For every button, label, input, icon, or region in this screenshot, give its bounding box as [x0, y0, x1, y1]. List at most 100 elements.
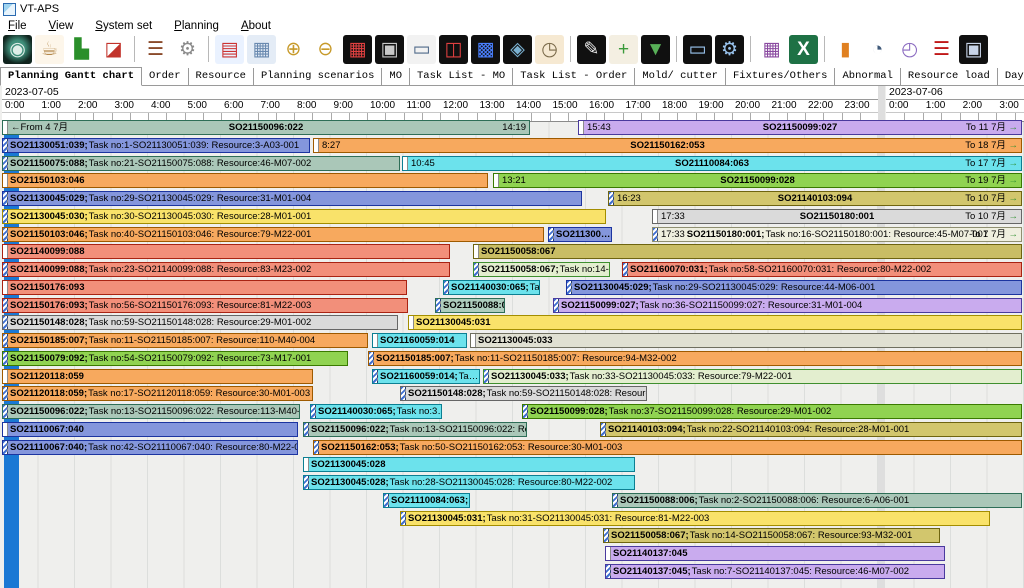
gantt-bar[interactable]: SO21150075:088; Task no:21-SO21150075:08…	[2, 156, 400, 171]
grid-lock-icon[interactable]: ▦	[757, 34, 786, 64]
compass-icon[interactable]: ◷	[535, 34, 564, 64]
gantt-bar[interactable]: SO21140137:045	[605, 546, 945, 561]
tab-order[interactable]: Order	[142, 68, 189, 85]
gantt-bar[interactable]: ←From 4 7月 SO21150096:022 14:19	[2, 120, 530, 135]
gantt-bar[interactable]: SO21150099:027; Task no:36-SO21150099:02…	[553, 298, 1022, 313]
gantt-bar[interactable]: SO21130051:039; Task no:1-SO21130051:039…	[2, 138, 310, 153]
server-stack-icon[interactable]: ☰	[927, 34, 956, 64]
gantt-bar[interactable]: SO21150096:022; Task no:13-SO21150096:02…	[303, 422, 527, 437]
menu-planning[interactable]: Planning	[174, 19, 219, 32]
gantt-bar[interactable]: SO21130045:028; Task no:28-SO21130045:02…	[303, 475, 635, 490]
calendar-icon[interactable]: ▦	[343, 34, 372, 64]
tab-task-list-order[interactable]: Task List - Order	[513, 68, 636, 85]
gantt-bar[interactable]: 8:27 SO21150162:053 To 18 7月 →	[313, 138, 1022, 153]
zoom-out-icon[interactable]: ⊖	[311, 34, 340, 64]
menu-about[interactable]: About	[240, 19, 271, 32]
gantt-bar[interactable]: SO21130045:030; Task no:30-SO21130045:03…	[2, 209, 606, 224]
gantt-bar[interactable]: SO21130045:031	[408, 315, 1022, 330]
grid-red-blue-icon[interactable]: ◫	[439, 34, 468, 64]
alarm-clock-icon[interactable]: ◔	[863, 34, 892, 64]
gantt-bar[interactable]: SO21110084:063; T…	[383, 493, 470, 508]
gantt-bar[interactable]: 13:21 SO21150099:028 To 19 7月 →	[493, 173, 1022, 188]
gantt-bar[interactable]: 15:43 SO21150099:027 To 11 7月 →	[578, 120, 1022, 135]
gantt-bar[interactable]: SO21150058:067; Task no:14-SO21…	[473, 262, 610, 277]
gantt-bar[interactable]: SO21150185:007; Task no:11-SO21150185:00…	[368, 351, 1022, 366]
gantt-bar[interactable]: SO21150148:028; Task no:59-SO21150148:02…	[2, 315, 398, 330]
menu-view[interactable]: View	[48, 19, 74, 32]
excel-icon[interactable]: X	[789, 34, 818, 64]
gears-icon[interactable]: ⚙	[173, 34, 202, 64]
gantt-bar[interactable]: SO21150103:046	[2, 173, 488, 188]
tab-planning-scenarios[interactable]: Planning scenarios	[254, 68, 383, 85]
gantt-bar[interactable]: SO21140137:045; Task no:7-SO21140137:045…	[605, 564, 945, 579]
tea-icon[interactable]: ☕	[35, 34, 64, 64]
gantt-bar[interactable]: SO21110067:040	[2, 422, 298, 437]
gantt-bar[interactable]: SO21120118:059	[2, 369, 313, 384]
gantt-bar[interactable]: SO21130045:033; Task no:33-SO21130045:03…	[483, 369, 1022, 384]
tab-resource[interactable]: Resource	[189, 68, 254, 85]
tab-planning-gantt-chart[interactable]: Planning Gantt chart	[0, 67, 143, 86]
zoom-in-icon[interactable]: ⊕	[279, 34, 308, 64]
gantt-bar[interactable]: SO21130045:031; Task no:31-SO21130045:03…	[400, 511, 990, 526]
gantt-bar[interactable]: SO21150176:093	[2, 280, 407, 295]
menu-file[interactable]: File	[8, 19, 27, 32]
gear-settings-icon[interactable]: ⚙	[715, 34, 744, 64]
grid-chart-icon[interactable]: ▦	[247, 34, 276, 64]
gantt-bar[interactable]: SO21130045:028	[303, 457, 635, 472]
gantt-bar[interactable]: SO21150096:022; Task no:13-SO21150096:02…	[2, 404, 300, 419]
gantt-bar[interactable]: SO21150148:028; Task no:59-SO21150148:02…	[400, 386, 647, 401]
gantt-bar[interactable]: SO21130045:029; Task no:29-SO21130045:02…	[566, 280, 1022, 295]
terminal-icon[interactable]: ▭	[407, 34, 436, 64]
gantt-bar[interactable]: SO21130045:029; Task no:29-SO21130045:02…	[2, 191, 582, 206]
gantt-bar[interactable]: SO21120118:059; Task no:17-SO21120118:05…	[2, 386, 313, 401]
gantt-bar[interactable]: SO21110067:040; Task no:42-SO21110067:04…	[2, 440, 298, 455]
gantt-bar[interactable]: 16:23 SO21140103:094 To 10 7月 →	[608, 191, 1022, 206]
gauge-icon[interactable]: ◉	[3, 34, 32, 64]
gantt-bar[interactable]: SO21140099:088; Task no:23-SO21140099:08…	[2, 262, 450, 277]
gantt-bar[interactable]: SO21140030:065; Task no:3…	[310, 404, 442, 419]
gantt-bar[interactable]: SO211300…	[548, 227, 612, 242]
folder-icon[interactable]: ▭	[683, 34, 712, 64]
gantt-bar[interactable]: 17:33 SO21150180:001 To 10 7月 →	[652, 209, 1022, 224]
gantt-icon[interactable]: ▤	[215, 34, 244, 64]
gantt-bar[interactable]: SO21150099:028; Task no:37-SO21150099:02…	[522, 404, 1022, 419]
tab-resource-load[interactable]: Resource load	[901, 68, 998, 85]
window-save-icon[interactable]: ▼	[641, 34, 670, 64]
tab-fixtures-others[interactable]: Fixtures/Others	[726, 68, 836, 85]
gantt-bar[interactable]: SO21150058:067; Task no:14-SO21150058:06…	[603, 528, 940, 543]
gantt-bar[interactable]: SO21140103:094; Task no:22-SO21140103:09…	[600, 422, 1022, 437]
gantt-bar[interactable]: SO21140099:088	[2, 244, 450, 259]
tab-task-list-mo[interactable]: Task List - MO	[410, 68, 514, 85]
grid-colors-icon[interactable]: ▩	[471, 34, 500, 64]
gantt-bar[interactable]: SO21150058:067	[473, 244, 1022, 259]
gantt-bar[interactable]: 10:45 SO21110084:063 To 17 7月 →	[402, 156, 1022, 171]
gantt-bar[interactable]: SO21150103:046; Task no:40-SO21150103:04…	[2, 227, 544, 242]
gantt-bar[interactable]: SO21150088:006; Task no:2-SO21150088:006…	[612, 493, 1022, 508]
menu-system-set[interactable]: System set	[95, 19, 153, 32]
save-disk-icon[interactable]: ▣	[959, 34, 988, 64]
gantt-bar[interactable]: SO21140030:065; Task…	[443, 280, 540, 295]
shield-icon[interactable]: ◈	[503, 34, 532, 64]
gantt-bar[interactable]: SO21160059:014; Ta…	[372, 369, 480, 384]
grid-clock-icon[interactable]: ◴	[895, 34, 924, 64]
gantt-bar[interactable]: SO21150088:006;	[435, 298, 505, 313]
gantt-bar[interactable]: SO21150185:007; Task no:11-SO21150185:00…	[2, 333, 368, 348]
pen-icon[interactable]: ✎	[577, 34, 606, 64]
person-list-icon[interactable]: ☰	[141, 34, 170, 64]
machine-icon[interactable]: ▣	[375, 34, 404, 64]
gantt-bar[interactable]: SO21130045:033	[470, 333, 1022, 348]
clipboard-add-icon[interactable]: +	[609, 34, 638, 64]
gantt-bar[interactable]: SO21160059:014	[372, 333, 467, 348]
tab-abnormal[interactable]: Abnormal	[835, 68, 901, 85]
phone-chart-icon[interactable]: ▮	[831, 34, 860, 64]
tab-mold-cutter[interactable]: Mold/ cutter	[635, 68, 726, 85]
tab-day-planning[interactable]: Day planning	[998, 68, 1024, 85]
gantt-bar[interactable]: SO21160070:031; Task no:58-SO21160070:03…	[622, 262, 1022, 277]
gantt-bar[interactable]: 17:33 SO21150180:001; Task no:16-SO211501…	[652, 227, 1022, 242]
folder-chart-icon[interactable]: ◪	[99, 34, 128, 64]
gantt-bar[interactable]: SO21150162:053; Task no:50-SO21150162:05…	[313, 440, 1022, 455]
gantt-bar[interactable]: SO21150079:092; Task no:54-SO21150079:09…	[2, 351, 348, 366]
tab-mo[interactable]: MO	[382, 68, 410, 85]
chart-icon[interactable]: ▙	[67, 34, 96, 64]
gantt-bar[interactable]: SO21150176:093; Task no:56-SO21150176:09…	[2, 298, 408, 313]
